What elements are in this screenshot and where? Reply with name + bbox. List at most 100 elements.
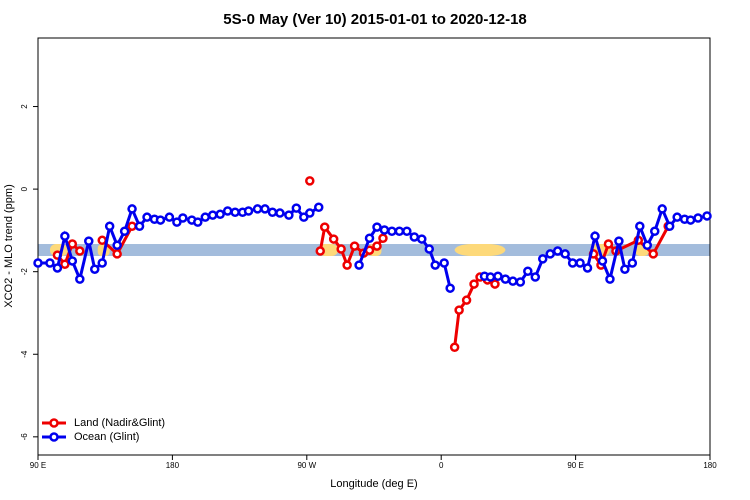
series-point [200,212,211,222]
series-point [112,240,122,251]
series-point [590,231,600,241]
y-tick-label: 0 [20,186,29,191]
series-point [552,246,563,256]
y-tick-label: -4 [20,350,29,358]
series-point [89,264,100,274]
series-point [134,221,145,232]
series-point [603,239,614,249]
series-point [284,210,294,220]
series-point [336,244,346,254]
series-point [672,212,682,222]
series-point [635,221,645,232]
series-point [445,283,455,293]
series-point [305,208,315,218]
x-axis-label: Longitude (deg E) [330,478,417,490]
series-point [424,244,435,254]
series-point [142,212,152,222]
series-point [215,209,225,220]
series-point [193,217,203,227]
series-point [523,266,533,277]
series-point [530,272,541,282]
series-point [222,206,233,216]
series-point [387,226,397,236]
series-point [657,204,667,214]
series-point [127,204,137,214]
series-point [500,274,511,284]
series-point [354,260,364,270]
land-band [454,244,506,256]
series-point [490,279,500,289]
x-tick-label: 90 E [30,461,46,470]
series-point [291,203,302,213]
series-point [172,217,182,227]
y-tick-label: 2 [20,104,29,109]
series-point [693,213,703,223]
series-point [112,249,122,259]
series-point [642,240,653,251]
series-point [252,204,263,214]
x-tick-label: 90 E [567,461,583,470]
series-point [409,232,420,242]
series-point [597,256,608,266]
series-point [461,295,472,305]
series-point [243,206,254,216]
series-point [178,213,188,223]
legend-marker [49,418,59,428]
series-point [342,260,352,270]
series-point [364,233,375,243]
series-point [313,202,324,213]
series-point [60,259,70,270]
series-point [260,204,270,214]
y-axis-label: XCO2 - MLO trend (ppm) [3,184,15,307]
series-point [439,258,449,268]
series-point [493,271,503,281]
series-point [164,212,175,222]
x-tick-label: 180 [166,461,180,470]
series-point [45,258,55,268]
x-tick-label: 0 [439,461,444,470]
series-point [417,234,427,244]
series-point [372,222,382,232]
series-point [372,241,382,251]
series-point [685,215,696,225]
legend-label: Land (Nadir&Glint) [74,417,165,429]
legend-marker [49,432,59,442]
series-point [605,274,615,284]
series-point [620,264,630,274]
series-point [267,207,278,217]
series-point [315,246,325,256]
series-point [648,249,659,259]
x-tick-label: 90 W [297,461,316,470]
series-point [67,239,78,249]
series-point [567,258,578,268]
series-point [454,305,464,315]
series-point [75,274,85,284]
legend-label: Ocean (Glint) [74,431,139,443]
series-point [84,236,94,246]
series-point [485,272,496,282]
series-point [127,221,137,232]
series-point [207,210,218,220]
series-point [575,258,585,268]
chart-title: 5S-0 May (Ver 10) 2015-01-01 to 2020-12-… [223,11,527,28]
series-point [508,276,518,286]
y-tick-label: -6 [20,433,29,441]
series-point [104,221,115,232]
series-point [469,279,479,289]
series-point [119,226,130,236]
series-point [649,226,660,236]
series-point [33,258,43,268]
series-point [319,222,330,232]
series-point [545,249,555,259]
plot-frame [37,37,711,456]
series-point [379,225,390,235]
series-point [305,176,315,186]
series-point [97,258,107,268]
series-point [430,260,440,270]
series-point [614,236,624,246]
series-point [275,208,285,218]
series-point [627,258,638,268]
series-point [299,212,309,222]
series-point [60,231,70,241]
